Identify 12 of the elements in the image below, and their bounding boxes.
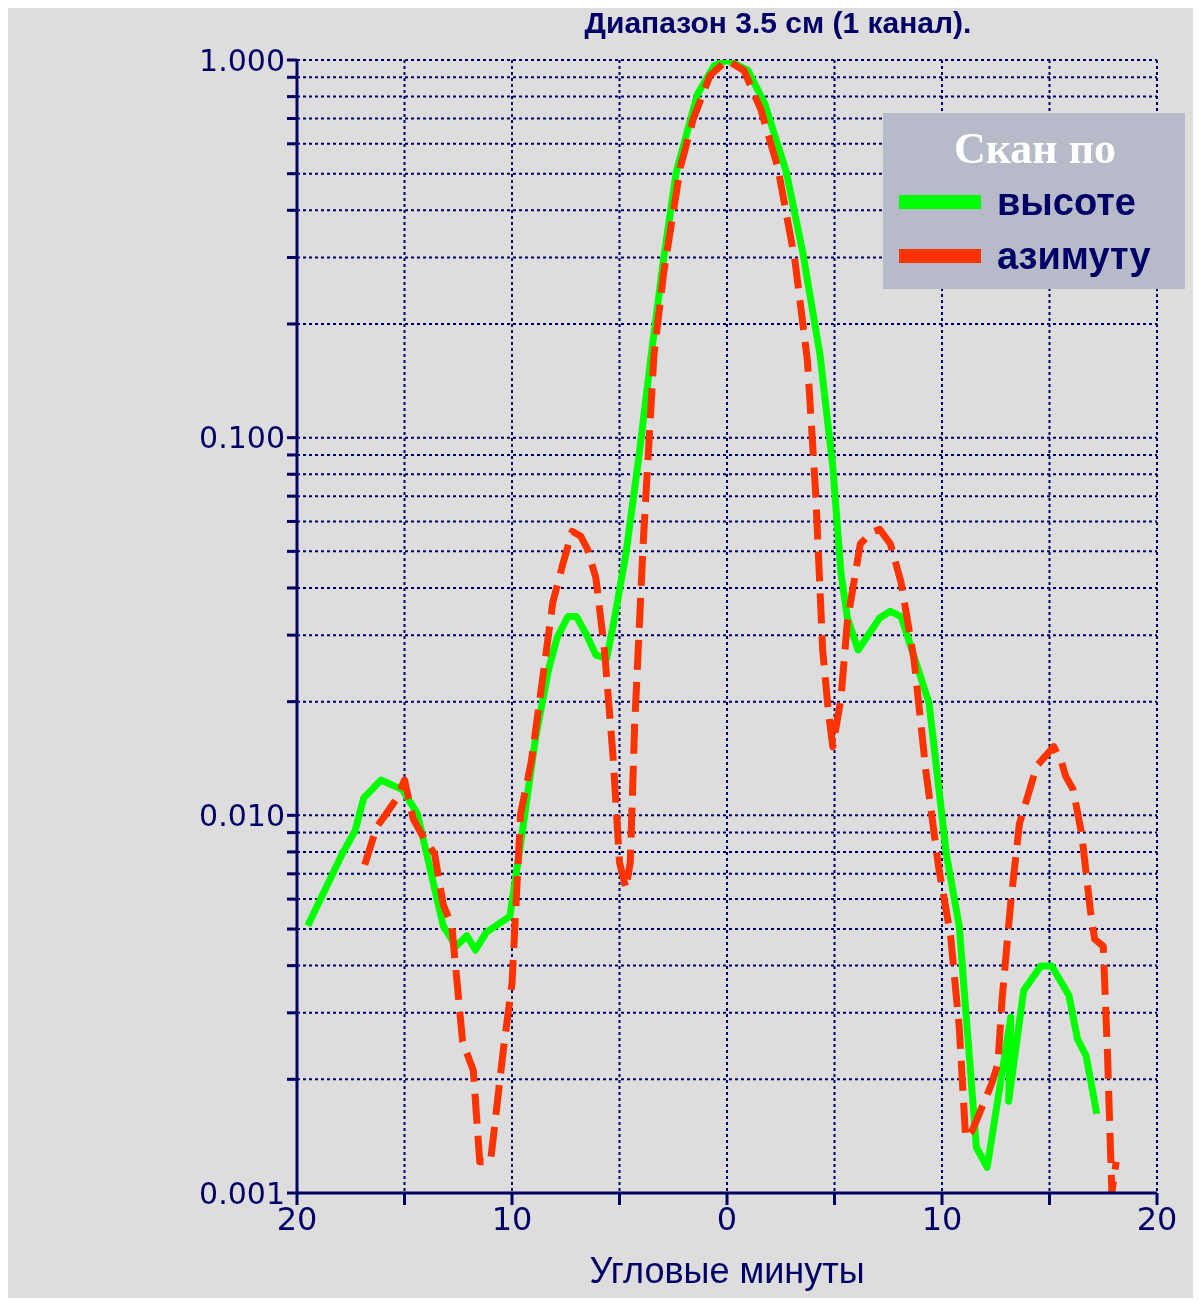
x-tick-label: 20 xyxy=(1136,1199,1178,1238)
legend-label: азимуту xyxy=(997,234,1151,278)
y-tick-label: 0.100 xyxy=(199,420,285,456)
legend-label: высоте xyxy=(997,180,1136,224)
x-axis-title: Угловые минуты xyxy=(589,1250,865,1291)
x-tick-label: 10 xyxy=(921,1199,963,1238)
y-tick-label: 0.010 xyxy=(199,797,285,833)
x-tick-label: 10 xyxy=(491,1199,533,1238)
chart-title: Диапазон 3.5 см (1 канал). xyxy=(583,6,973,40)
y-tick-label: 1.000 xyxy=(199,42,285,78)
x-tick-label: 0 xyxy=(716,1199,738,1238)
legend-title: Скан по xyxy=(952,123,1118,175)
